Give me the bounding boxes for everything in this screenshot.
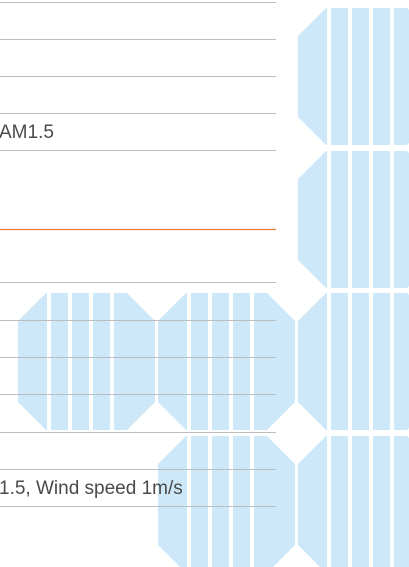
table-rules: [0, 2, 276, 507]
row-text: 1.5, Wind speed 1m/s: [0, 478, 183, 499]
row-text: AM1.5: [0, 122, 54, 143]
